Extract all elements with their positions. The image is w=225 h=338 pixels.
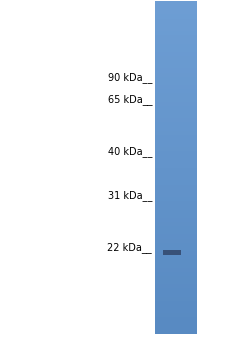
Bar [155, 101, 197, 106]
Bar [155, 80, 197, 85]
Bar [155, 313, 197, 317]
Bar [155, 109, 197, 114]
Bar [155, 300, 197, 305]
Bar [155, 51, 197, 56]
Bar [155, 76, 197, 81]
Bar [155, 292, 197, 297]
Bar [155, 180, 197, 185]
Bar [155, 234, 197, 239]
Bar [155, 130, 197, 135]
Bar [155, 255, 197, 259]
Bar [155, 213, 197, 218]
Bar [155, 47, 197, 52]
Bar [155, 30, 197, 35]
Bar [155, 151, 197, 155]
Bar [155, 68, 197, 73]
Bar [155, 267, 197, 272]
Bar [155, 242, 197, 247]
Bar [155, 325, 197, 330]
Bar [155, 97, 197, 102]
Bar [155, 59, 197, 64]
Bar [155, 5, 197, 10]
Bar [155, 188, 197, 193]
Bar [155, 280, 197, 284]
Bar [155, 250, 197, 255]
Bar [155, 72, 197, 77]
Bar [155, 192, 197, 197]
Bar [155, 55, 197, 60]
Bar [155, 163, 197, 168]
Bar [155, 205, 197, 210]
Text: 40 kDa__: 40 kDa__ [108, 147, 152, 158]
Bar [155, 89, 197, 93]
Bar [155, 271, 197, 276]
Bar [155, 43, 197, 48]
Bar [155, 230, 197, 234]
Bar [155, 113, 197, 118]
Bar [155, 34, 197, 39]
Text: 90 kDa__: 90 kDa__ [108, 73, 152, 83]
Bar [155, 142, 197, 147]
Bar [155, 84, 197, 89]
Bar [155, 225, 197, 230]
Bar [163, 249, 181, 255]
Bar [155, 284, 197, 288]
Bar [155, 238, 197, 243]
Bar [155, 217, 197, 222]
Bar [155, 39, 197, 44]
Bar [155, 296, 197, 301]
Bar [155, 138, 197, 143]
Bar [155, 275, 197, 280]
Bar [155, 329, 197, 334]
Bar [155, 134, 197, 139]
Bar [155, 122, 197, 126]
Bar [155, 18, 197, 23]
Bar [155, 147, 197, 151]
Bar [155, 308, 197, 313]
Bar [155, 321, 197, 326]
Bar [155, 1, 197, 6]
Bar [155, 9, 197, 15]
Bar [155, 184, 197, 189]
Bar [155, 22, 197, 27]
Bar [155, 105, 197, 110]
Bar [155, 288, 197, 292]
Text: 65 kDa__: 65 kDa__ [108, 95, 152, 105]
Bar [155, 26, 197, 31]
Bar [155, 167, 197, 172]
Bar [155, 118, 197, 122]
Bar [155, 126, 197, 131]
Bar [155, 14, 197, 19]
Bar [155, 64, 197, 68]
Bar [155, 159, 197, 164]
Bar [155, 171, 197, 176]
Bar [155, 209, 197, 214]
Bar [155, 259, 197, 263]
Bar [155, 155, 197, 160]
Text: 22 kDa__: 22 kDa__ [107, 243, 152, 254]
Bar [155, 304, 197, 309]
Bar [155, 221, 197, 226]
Bar [155, 93, 197, 97]
Text: 31 kDa__: 31 kDa__ [108, 191, 152, 201]
Bar [155, 176, 197, 180]
Bar [155, 246, 197, 251]
Bar [155, 317, 197, 321]
Bar [155, 200, 197, 206]
Bar [155, 263, 197, 268]
Bar [155, 196, 197, 201]
